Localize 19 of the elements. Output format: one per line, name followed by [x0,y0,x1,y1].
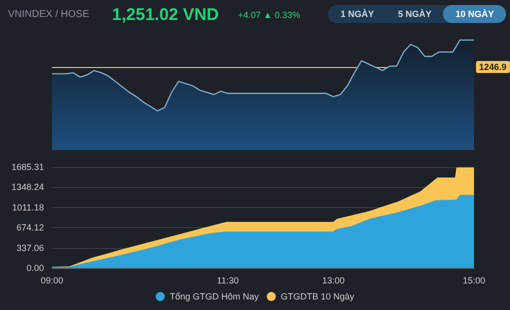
chart-title: VNINDEX / HOSE [8,9,90,20]
x-tick-label: 11:30 [216,276,239,286]
text: 5 NGÀY [396,8,432,21]
text: 1,251.02 VND [112,5,219,25]
y-tick-label: 1348.24 [11,182,44,192]
y-tick-label: 674.12 [16,222,44,233]
y-tick-label: 337.06 [16,242,44,253]
text: +4.07 ▲ 0.33% [238,10,300,20]
legend-label: GTGDTB 10 Ngày [280,292,355,302]
y-tick-label: 1685.31 [11,162,44,172]
x-tick-label: 13:00 [322,276,345,286]
legend-label: Tổng GTGD Hôm Nay [170,292,260,302]
annotation: 1246.9 [476,61,510,74]
x-tick-label: 09:00 [40,276,64,286]
y-tick-label: 1011.18 [12,202,44,212]
x-tick-label: 15:00 [462,276,486,286]
y-tick-label: 0.00 [26,263,44,273]
text: 1 NGÀY [339,8,375,21]
text: 10 NGÀY [443,5,506,23]
